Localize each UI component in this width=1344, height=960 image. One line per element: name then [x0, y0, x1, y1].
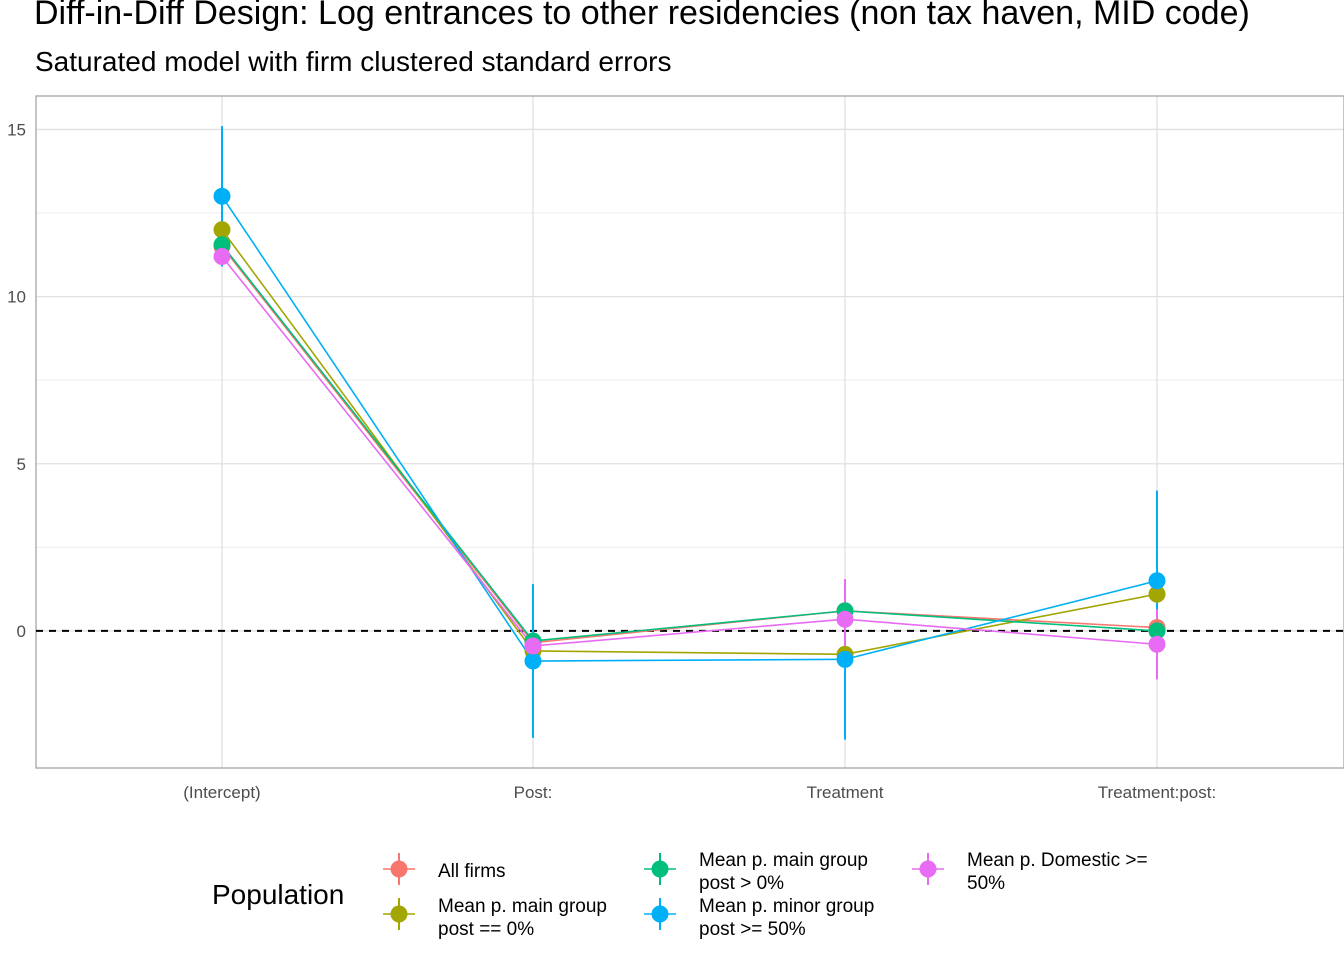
legend-label: Mean p. main group post > 0%	[699, 850, 868, 894]
legend-label: Mean p. Domestic >= 50%	[967, 850, 1148, 894]
y-tick-label: 5	[17, 455, 26, 474]
data-point	[213, 187, 231, 205]
x-tick-label: Treatment:post:	[1098, 783, 1216, 802]
series-line	[221, 229, 1158, 656]
series-line	[221, 255, 1158, 647]
data-point	[1148, 585, 1166, 603]
series-line	[221, 244, 1158, 642]
legend: Population All firms Mean p. main group pos…	[212, 850, 1148, 940]
legend-key-point	[390, 860, 408, 878]
x-tick-label: Treatment	[807, 783, 884, 802]
data-point	[213, 221, 231, 239]
chart-title: Diff-in-Diff Design: Log entrances to ot…	[34, 0, 1250, 32]
chart-subtitle: Saturated model with firm clustered stan…	[35, 46, 672, 77]
legend-key-point	[919, 860, 937, 878]
plot-panel: 0 5 10 15 (Intercept) Post: Treatment Treatment…	[7, 95, 1344, 802]
legend-key-point	[390, 905, 408, 923]
data-point	[213, 247, 231, 265]
legend-label: Mean p. main group post == 0%	[438, 896, 607, 940]
x-tick-label: Post:	[514, 783, 553, 802]
data-point	[1148, 635, 1166, 653]
data-point	[524, 637, 542, 655]
legend-title: Population	[212, 879, 344, 910]
legend-label: Mean p. minor group post >= 50%	[699, 896, 874, 940]
legend-label: All firms	[438, 861, 506, 882]
series-line	[221, 245, 1158, 644]
chart-marks	[36, 126, 1344, 740]
legend-key-point	[651, 905, 669, 923]
x-tick-label: (Intercept)	[183, 783, 260, 802]
data-point	[836, 610, 854, 628]
data-point	[1148, 622, 1166, 640]
data-point	[836, 650, 854, 668]
data-point	[213, 236, 231, 254]
data-point	[524, 652, 542, 670]
legend-key-point	[651, 860, 669, 878]
panel-border	[35, 95, 1344, 769]
series-line	[221, 195, 1158, 662]
y-tick-label: 15	[7, 120, 26, 139]
y-tick-label: 0	[17, 622, 26, 641]
data-point	[1148, 572, 1166, 590]
y-tick-label: 10	[7, 288, 26, 307]
